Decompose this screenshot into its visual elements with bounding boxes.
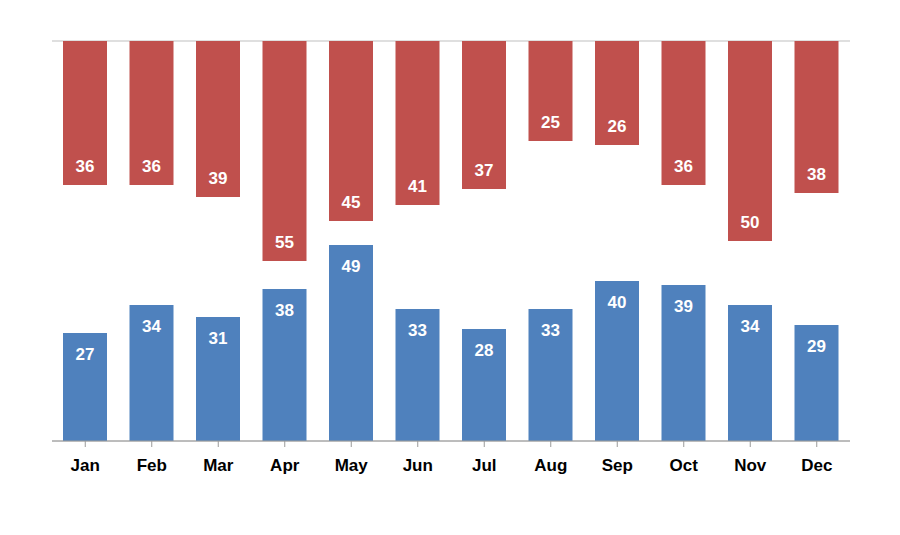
svg-text:55: 55 [275, 233, 294, 252]
svg-text:May: May [335, 456, 369, 475]
svg-text:37: 37 [475, 161, 494, 180]
svg-text:Dec: Dec [801, 456, 832, 475]
svg-text:Aug: Aug [534, 456, 567, 475]
svg-text:36: 36 [76, 157, 95, 176]
svg-text:34: 34 [142, 317, 161, 336]
svg-text:Sep: Sep [602, 456, 633, 475]
svg-text:25: 25 [541, 113, 560, 132]
svg-text:Apr: Apr [270, 456, 300, 475]
svg-text:26: 26 [608, 117, 627, 136]
svg-text:38: 38 [807, 165, 826, 184]
svg-text:36: 36 [142, 157, 161, 176]
svg-text:31: 31 [209, 329, 228, 348]
svg-text:40: 40 [608, 293, 627, 312]
svg-text:Oct: Oct [670, 456, 699, 475]
svg-text:41: 41 [408, 177, 427, 196]
svg-text:Mar: Mar [203, 456, 234, 475]
svg-text:Jan: Jan [71, 456, 100, 475]
svg-text:27: 27 [76, 345, 95, 364]
svg-text:34: 34 [741, 317, 760, 336]
svg-text:Jul: Jul [472, 456, 497, 475]
svg-text:Jun: Jun [403, 456, 433, 475]
svg-text:Nov: Nov [734, 456, 767, 475]
svg-text:39: 39 [209, 169, 228, 188]
svg-text:39: 39 [674, 297, 693, 316]
svg-text:28: 28 [475, 341, 494, 360]
svg-text:50: 50 [741, 213, 760, 232]
svg-text:38: 38 [275, 301, 294, 320]
svg-text:49: 49 [342, 257, 361, 276]
svg-text:33: 33 [541, 321, 560, 340]
svg-text:45: 45 [342, 193, 361, 212]
svg-text:Feb: Feb [137, 456, 167, 475]
svg-text:29: 29 [807, 337, 826, 356]
svg-text:36: 36 [674, 157, 693, 176]
svg-text:33: 33 [408, 321, 427, 340]
